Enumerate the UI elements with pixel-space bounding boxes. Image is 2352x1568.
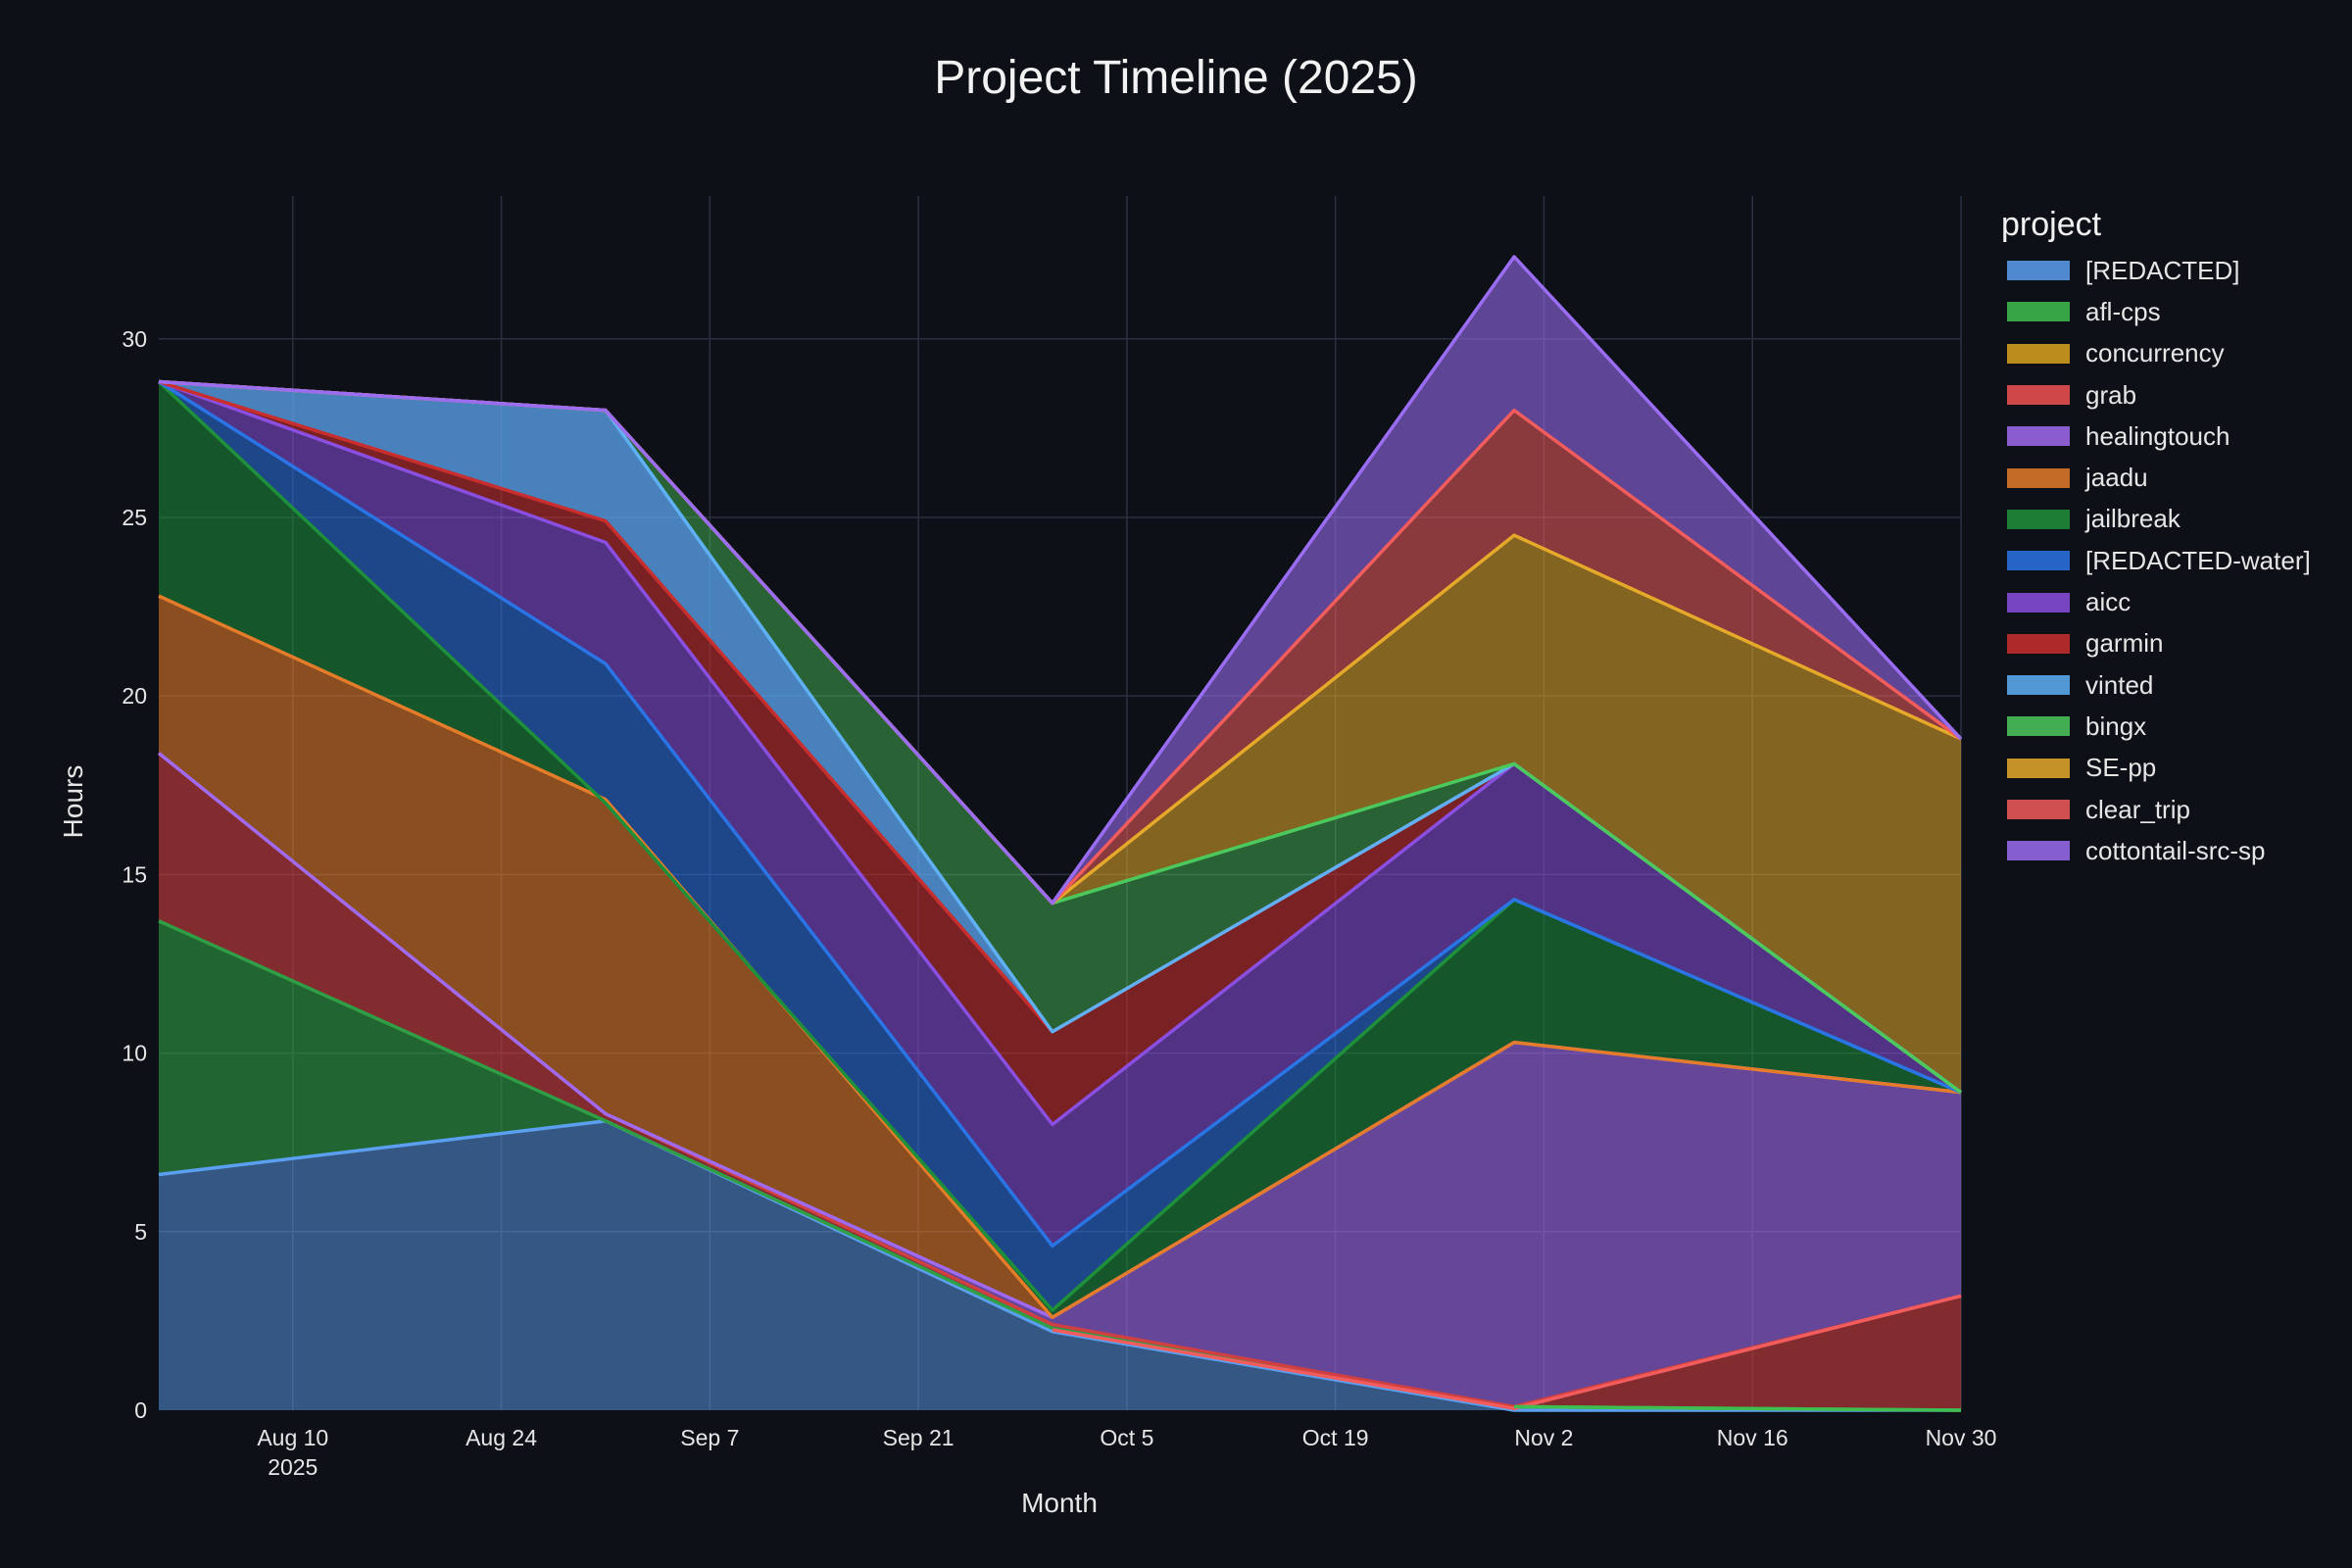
- legend-label: jaadu: [2085, 463, 2148, 493]
- legend-label: bingx: [2085, 710, 2147, 741]
- area-layers: [159, 256, 1961, 1410]
- line-afl-cps: [1514, 1404, 1962, 1412]
- legend-label: grab: [2085, 379, 2137, 410]
- y-tick-label: 10: [122, 1041, 147, 1066]
- legend-item[interactable]: bingx: [1999, 706, 2311, 747]
- legend-item[interactable]: jaadu: [1999, 457, 2311, 498]
- legend-swatch: [2007, 758, 2070, 778]
- x-tick-label: Nov 2: [1514, 1425, 1573, 1450]
- legend-item[interactable]: cottontail-src-sp: [1999, 830, 2311, 871]
- area-se-pp: [159, 381, 1961, 1093]
- y-tick-label: 15: [122, 861, 147, 887]
- legend-item[interactable]: afl-cps: [1999, 291, 2311, 332]
- legend-swatch: [2007, 302, 2070, 322]
- legend-swatch: [2007, 592, 2070, 612]
- legend-swatch: [2007, 261, 2070, 281]
- line-cottontail-src-sp: [158, 255, 1963, 906]
- legend-label: afl-cps: [2085, 296, 2161, 326]
- legend-label: [REDACTED-water]: [2085, 545, 2311, 575]
- legend: project [REDACTED] afl-cps concurrency grab…: [1999, 206, 2311, 871]
- legend-swatch: [2007, 467, 2070, 488]
- legend-swatch: [2007, 551, 2070, 571]
- legend-label: clear_trip: [2085, 794, 2190, 824]
- legend-swatch: [2007, 385, 2070, 406]
- x-tick-label: Sep 7: [680, 1425, 739, 1450]
- legend-label: SE-pp: [2085, 753, 2157, 783]
- legend-label: vinted: [2085, 669, 2154, 700]
- y-axis-title: Hours: [58, 765, 88, 839]
- legend-label: aicc: [2085, 587, 2132, 617]
- legend-swatch: [2007, 426, 2070, 447]
- y-tick-label: 25: [122, 505, 147, 530]
- chart-title: Project Timeline (2025): [934, 52, 1418, 104]
- y-tick-label: 20: [122, 683, 147, 709]
- y-tick-label: 0: [134, 1397, 147, 1423]
- legend-label: [REDACTED]: [2085, 255, 2240, 285]
- line-clear-trip-base: [1052, 1294, 1962, 1410]
- line--redacted-water-: [158, 380, 1962, 1249]
- legend-item[interactable]: healingtouch: [1999, 416, 2311, 457]
- series-lines: [157, 255, 1963, 1412]
- legend-item[interactable]: clear_trip: [1999, 789, 2311, 830]
- legend-label: jailbreak: [2085, 504, 2180, 534]
- y-tick-label: 30: [122, 326, 147, 352]
- area-aicc: [159, 381, 1961, 1247]
- x-tick-sublabel: 2025: [268, 1454, 318, 1480]
- legend-swatch: [2007, 841, 2070, 861]
- legend-swatch: [2007, 675, 2070, 696]
- area-jaadu: [159, 596, 1961, 1318]
- x-tick-label: Aug 24: [466, 1425, 537, 1450]
- legend-swatch: [2007, 716, 2070, 737]
- legend-swatch: [2007, 509, 2070, 529]
- x-tick-label: Sep 21: [883, 1425, 955, 1450]
- x-tick-label: Oct 5: [1100, 1425, 1153, 1450]
- x-tick-label: Aug 10: [257, 1425, 328, 1450]
- x-tick-label: Oct 19: [1302, 1425, 1369, 1450]
- area-clear-trip: [159, 381, 1961, 904]
- y-tick-label: 5: [134, 1219, 147, 1245]
- legend-item[interactable]: aicc: [1999, 581, 2311, 622]
- x-axis-title: Month: [1021, 1488, 1098, 1518]
- legend-label: garmin: [2085, 628, 2164, 659]
- legend-item[interactable]: concurrency: [1999, 333, 2311, 374]
- legend-items: [REDACTED] afl-cps concurrency grab healingt…: [1999, 250, 2311, 871]
- line-jaadu: [158, 594, 1962, 1320]
- legend-swatch: [2007, 800, 2070, 819]
- legend-item[interactable]: grab: [1999, 374, 2311, 416]
- line--redacted-: [158, 1119, 1961, 1412]
- area-bingx: [159, 381, 1961, 1093]
- area-healingtouch: [159, 753, 1961, 1407]
- legend-swatch: [2007, 633, 2070, 654]
- legend-item[interactable]: [REDACTED-water]: [1999, 540, 2311, 581]
- legend-swatch: [2007, 343, 2070, 364]
- legend-label: concurrency: [2085, 338, 2225, 368]
- x-tick-label: Nov 30: [1926, 1425, 1997, 1450]
- legend-item[interactable]: SE-pp: [1999, 748, 2311, 789]
- area--redacted-: [159, 1120, 1961, 1410]
- x-tick-label: Nov 16: [1717, 1425, 1788, 1450]
- legend-item[interactable]: vinted: [1999, 664, 2311, 706]
- legend-item[interactable]: jailbreak: [1999, 499, 2311, 540]
- legend-label: cottontail-src-sp: [2085, 835, 2266, 865]
- legend-item[interactable]: garmin: [1999, 623, 2311, 664]
- legend-item[interactable]: [REDACTED]: [1999, 250, 2311, 291]
- legend-label: healingtouch: [2085, 420, 2230, 451]
- legend-title: project: [2001, 206, 2102, 243]
